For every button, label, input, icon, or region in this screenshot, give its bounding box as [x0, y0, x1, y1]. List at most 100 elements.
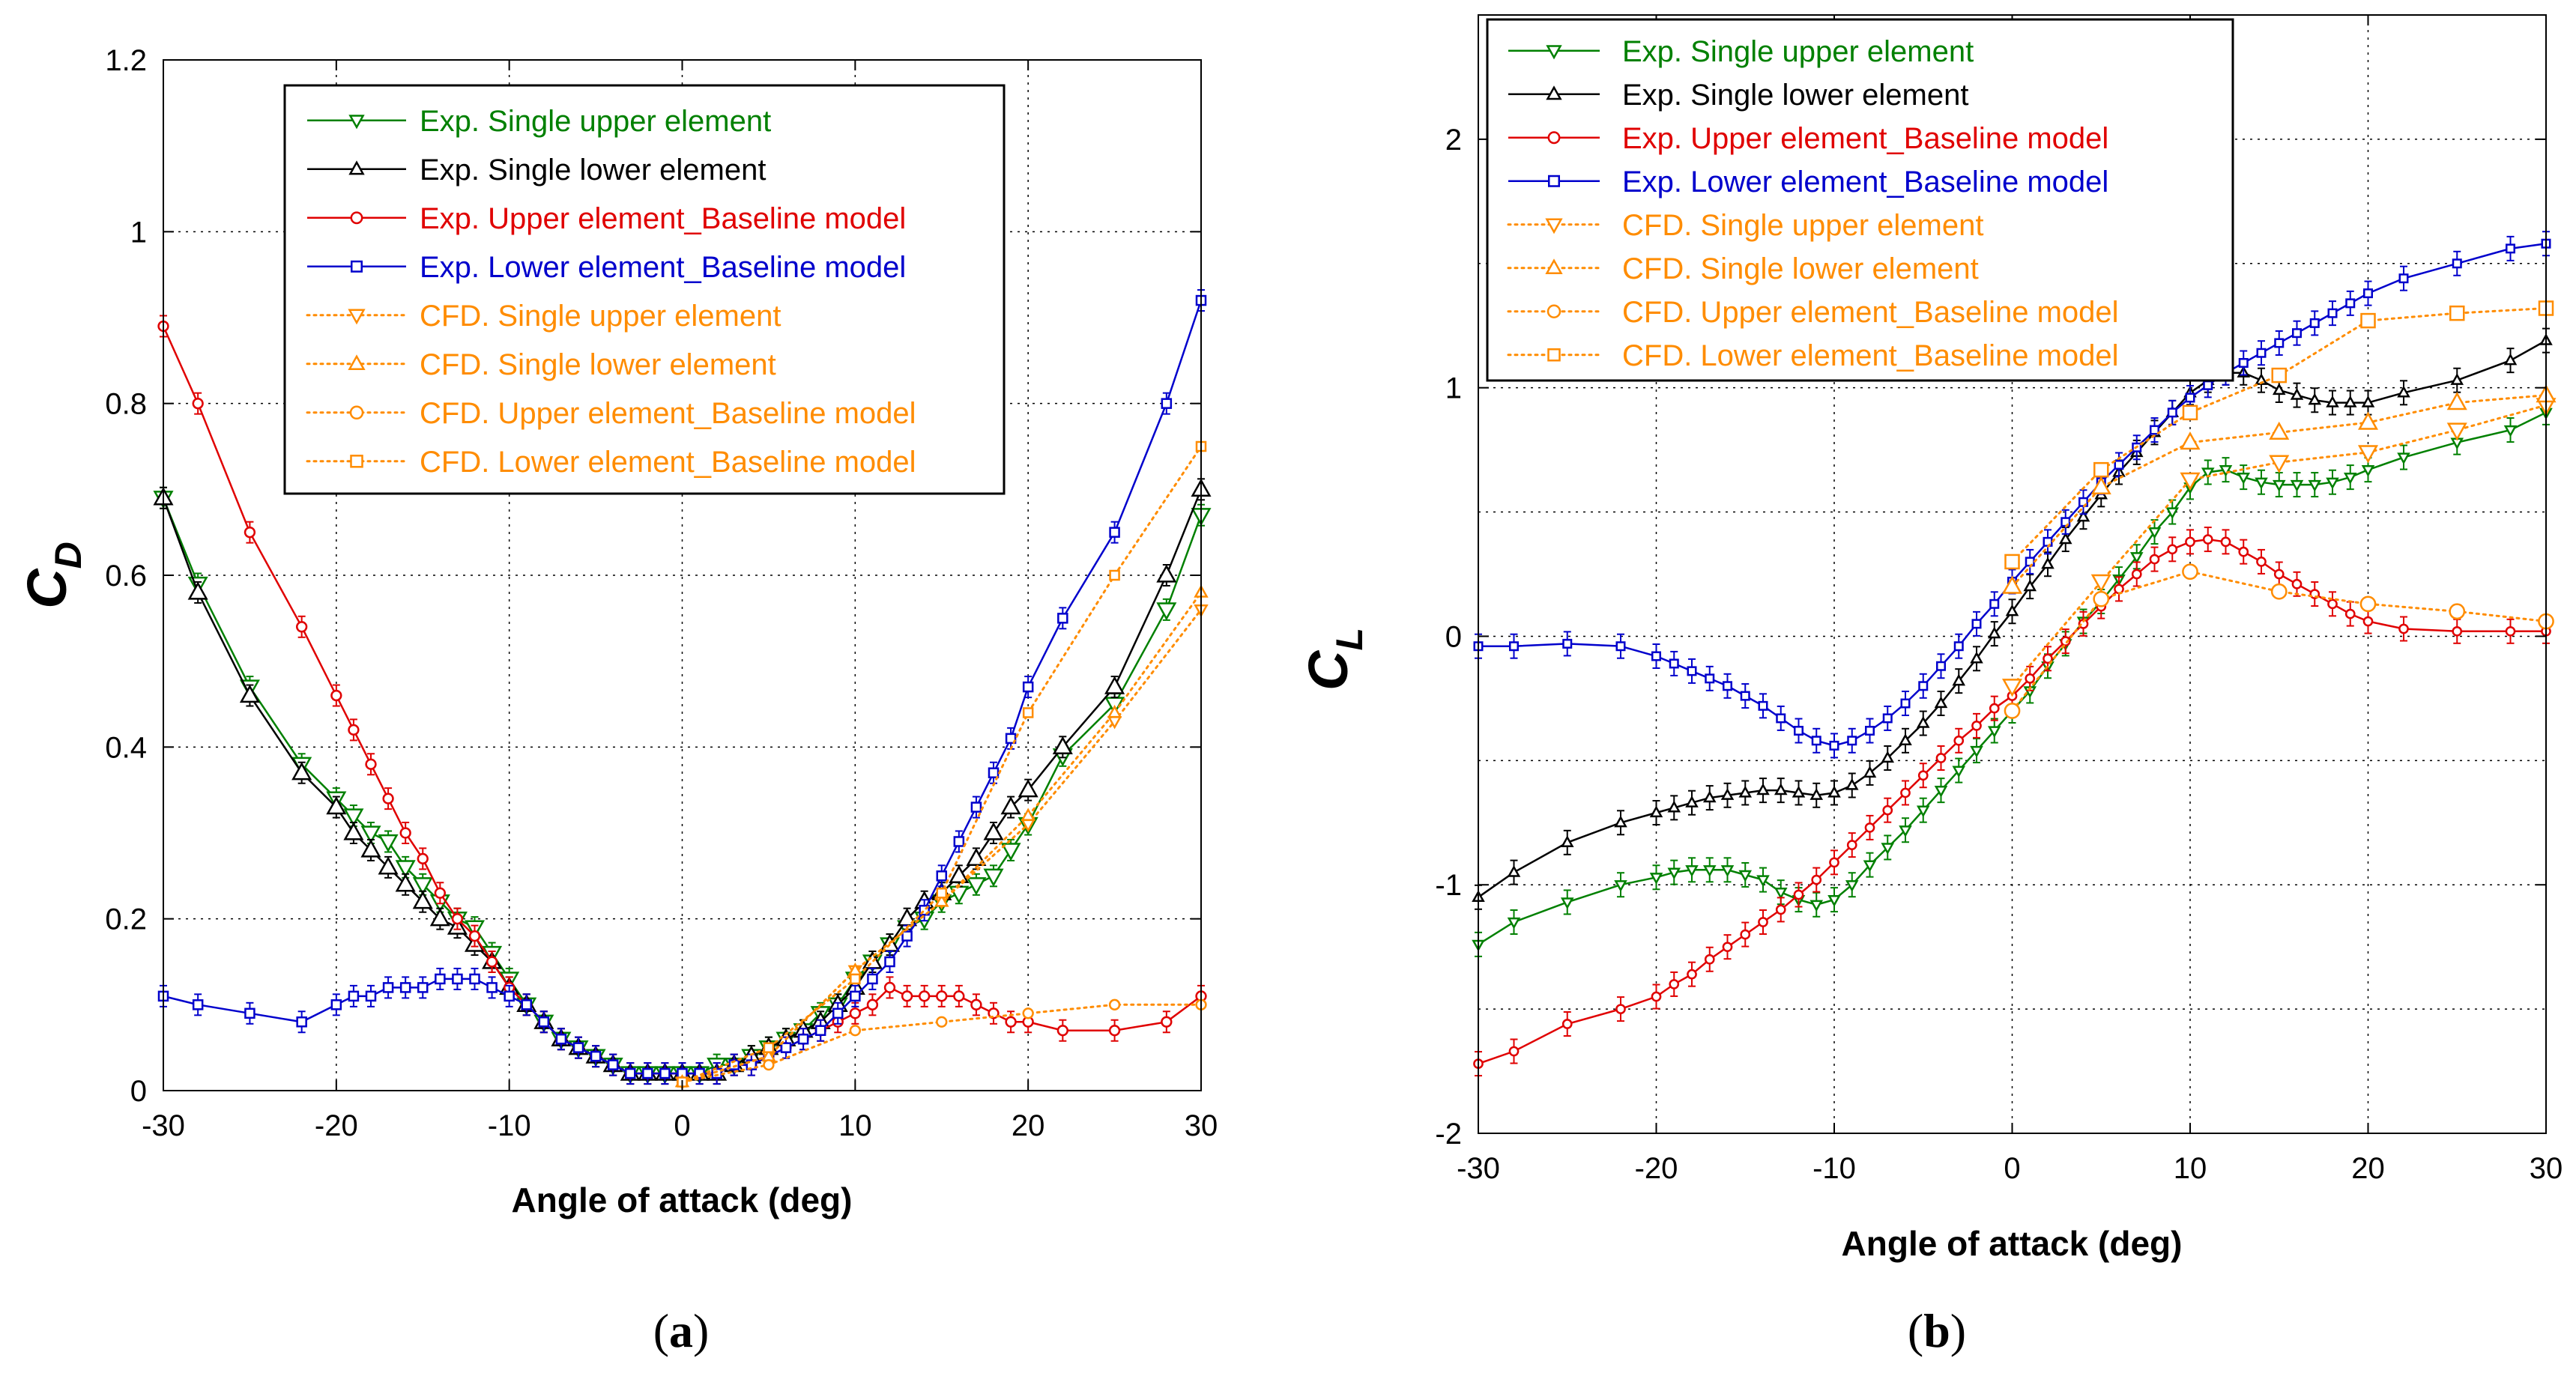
panel-a-series-exp-lower-element-baseline-model-point: [435, 973, 446, 985]
panel-a-series-exp-lower-element-baseline-model-point: [296, 1016, 307, 1028]
panel-b-series-exp-single-upper-element-point: [2255, 477, 2268, 490]
panel-b-series-exp-single-lower-element-point: [1614, 815, 1627, 828]
panel-a-series-cfd-upper-element-baseline-model-point: [1108, 998, 1121, 1010]
panel-a-y-axis-label: CD: [16, 542, 89, 609]
panel-a-series-cfd-lower-element-baseline-model-point: [936, 888, 947, 899]
panel-a-x-tick-label: 0: [674, 1109, 690, 1142]
panel-b-series-exp-upper-element-baseline-model-point: [1508, 1046, 1520, 1057]
panel-b-series-exp-upper-element-baseline-model-point: [2452, 625, 2463, 637]
panel-a-legend-entry-cfd-lower-element-baseline-model: CFD. Lower element_Baseline model: [306, 446, 916, 479]
panel-a-legend-entry-exp-single-upper-element-label: Exp. Single upper element: [420, 105, 771, 138]
panel-b-series-exp-single-upper-element-point: [2237, 472, 2251, 485]
panel-b-series-exp-upper-element-baseline-model-point: [1793, 889, 1804, 900]
panel-b-series-exp-single-lower-element-point: [1720, 788, 1735, 800]
panel-b-x-tick-label: 30: [2530, 1152, 2563, 1185]
panel-a-series-exp-lower-element-baseline-model: [157, 289, 1207, 1085]
panel-a-series-cfd-lower-element-baseline-model-point: [1022, 707, 1034, 718]
panel-a-series-exp-lower-element-baseline-model-point: [832, 1007, 844, 1019]
panel-a-series-exp-upper-element-baseline-model-point: [866, 998, 879, 1010]
panel-a-legend-entry-cfd-single-upper-element: CFD. Single upper element: [306, 300, 781, 333]
panel-a-x-tick-label: 10: [838, 1109, 872, 1142]
panel-b-series-cfd-single-lower-element-point: [2269, 421, 2290, 440]
panel-a-series-exp-upper-element-baseline-model-point: [1161, 1016, 1173, 1028]
panel-b-series-cfd-upper-element-baseline-model-point: [2182, 563, 2198, 581]
panel-b-series-exp-single-upper-element-point: [2343, 472, 2357, 485]
panel-b-series-exp-single-upper-element-point: [1756, 875, 1770, 888]
panel-a-series-exp-upper-element-baseline-model-point: [434, 887, 446, 899]
panel-a-series-exp-lower-element-baseline-model-point: [780, 1042, 792, 1053]
panel-b-series-exp-lower-element-baseline-model-point: [1811, 736, 1821, 746]
panel-a-series-exp-lower-element-baseline-model-point: [953, 836, 965, 847]
panel-b-series-exp-lower-element-baseline-model-point: [1794, 726, 1803, 736]
panel-a-series-exp-lower-element-baseline-model-point: [1005, 733, 1017, 745]
panel-b-series-exp-lower-element-baseline-model-point: [1829, 740, 1839, 751]
panel-b-series-cfd-single-lower-element-point: [2090, 476, 2111, 495]
panel-b-legend-entry-cfd-single-upper-element-label: CFD. Single upper element: [1622, 209, 1983, 242]
panel-b-series-cfd-single-upper-element-point: [2090, 574, 2111, 593]
panel-b-series-exp-upper-element-baseline-model-point: [2185, 536, 2195, 548]
panel-a-series-exp-upper-element-baseline-model-point: [936, 990, 948, 1002]
panel-b-legend-box: [1486, 18, 2234, 382]
panel-b-series-cfd-upper-element-baseline-model-point: [2004, 703, 2021, 719]
panel-b-series-exp-upper-element-baseline-model-point: [1651, 991, 1662, 1002]
panel-a-series-exp-lower-element-baseline-model-point: [365, 990, 377, 1002]
panel-a-series-exp-lower-element-baseline-model-point: [625, 1067, 636, 1079]
panel-b-series-exp-lower-element-baseline-model-point: [1936, 661, 1946, 671]
panel-b-series-exp-single-upper-element-point: [1987, 726, 2001, 739]
panel-a-series-exp-single-upper-element-point: [395, 860, 416, 879]
panel-a-series-exp-upper-element-baseline-model-point: [451, 913, 464, 925]
panel-a-series-cfd-upper-element-baseline-model-point: [1022, 1007, 1034, 1019]
panel-b-series-exp-upper-element-baseline-model-point: [2291, 578, 2303, 590]
panel-b-series-exp-single-upper-element-point: [2326, 477, 2339, 490]
panel-a-series-exp-upper-element-baseline-model-point: [953, 990, 965, 1002]
panel-a-legend-entry-exp-single-lower-element: Exp. Single lower element: [307, 154, 766, 187]
panel-a-y-tick-label: 0.2: [105, 903, 147, 936]
panel-a-series-exp-lower-element-baseline-model-point: [452, 973, 463, 985]
panel-b-series-exp-lower-element-baseline-model-point: [1900, 698, 1911, 709]
panel-a-series-exp-lower-element-baseline-model-point: [642, 1067, 653, 1079]
panel-b-series-exp-single-lower-element-point: [2023, 579, 2037, 592]
panel-b-series-cfd-lower-element-baseline-model-point: [2004, 554, 2020, 570]
panel-a-series-exp-lower-element-baseline-model-point: [970, 801, 982, 813]
panel-b-series-exp-upper-element-baseline-model-point: [2220, 536, 2231, 548]
panel-b-series-exp-upper-element-baseline-model-point: [2043, 653, 2053, 664]
panel-a-series-exp-single-upper-element-point: [343, 808, 364, 827]
panel-b-series-exp-lower-element-baseline-model-point: [1687, 666, 1697, 676]
panel-a-series-exp-upper-element-baseline-model-point: [382, 792, 394, 804]
panel-b-series-exp-single-lower-element-point: [1756, 783, 1770, 795]
panel-b-series-exp-single-upper-element-point: [1649, 873, 1663, 885]
panel-b-series-exp-upper-element-baseline-model: [1473, 527, 2551, 1077]
panel-a-legend-entry-exp-single-lower-element-swatch-marker: [348, 160, 365, 175]
panel-a-series-exp-single-lower-element-point: [983, 822, 1004, 840]
panel-b-series-exp-upper-element-baseline-model-point: [2505, 625, 2516, 637]
panel-b-y-tick-label: -2: [1435, 1118, 1462, 1151]
panel-b-y-tick-label: 1: [1445, 372, 1462, 405]
panel-b-series-exp-single-lower-element-point: [2450, 373, 2464, 385]
panel-a-series-exp-lower-element-baseline-model-point: [988, 767, 1000, 778]
panel-b-series-exp-lower-element-baseline-model-point: [1740, 691, 1750, 701]
panel-b-series-exp-upper-element-baseline-model-point: [1687, 969, 1697, 980]
panel-b-series-cfd-upper-element-baseline-model-point: [2093, 590, 2110, 607]
panel-b-series-exp-single-lower-element-point: [1916, 716, 1930, 728]
panel-b-series-exp-single-lower-element-point: [1934, 696, 1948, 709]
panel-a-series-exp-upper-element-baseline-model-point: [417, 852, 429, 865]
panel-b-series-exp-upper-element-baseline-model-point: [1935, 753, 1947, 763]
panel-a-caption-letter: a: [669, 1304, 693, 1357]
panel-b-series-exp-single-lower-element-point: [2041, 557, 2055, 569]
panel-b-series-exp-upper-element-baseline-model-point: [1953, 735, 1965, 746]
panel-b-legend-entry-exp-lower-element-baseline-model-label: Exp. Lower element_Baseline model: [1622, 166, 2108, 198]
panel-b-series-exp-upper-element-baseline-model-point: [2256, 557, 2267, 567]
panel-b-series-exp-single-lower-element-point: [1774, 783, 1788, 795]
panel-a-legend-entry-cfd-lower-element-baseline-model-label: CFD. Lower element_Baseline model: [420, 446, 916, 479]
panel-b-series-cfd-lower-element-baseline-model-point: [2093, 461, 2109, 478]
panel-b-series-exp-upper-element-baseline-model-point: [1829, 857, 1839, 868]
panel-b-series-exp-single-upper-element-point: [2219, 465, 2233, 477]
panel-b-series-exp-single-lower-element-point: [1863, 766, 1877, 778]
panel-b-y-tick-label: -1: [1435, 869, 1462, 902]
panel-b-series-exp-upper-element-baseline-model-point: [2060, 636, 2071, 646]
panel-a-series-exp-upper-element-baseline-model-point: [883, 981, 896, 994]
panel-b-series-exp-upper-element-baseline-model-point: [1900, 787, 1911, 798]
panel-b-series-exp-lower-element-baseline-model-point: [2292, 328, 2302, 339]
panel-b-series-cfd-single-upper-element-point: [2446, 422, 2467, 441]
panel-b-legend-entry-exp-single-upper-element: Exp. Single upper element: [1508, 35, 1974, 68]
